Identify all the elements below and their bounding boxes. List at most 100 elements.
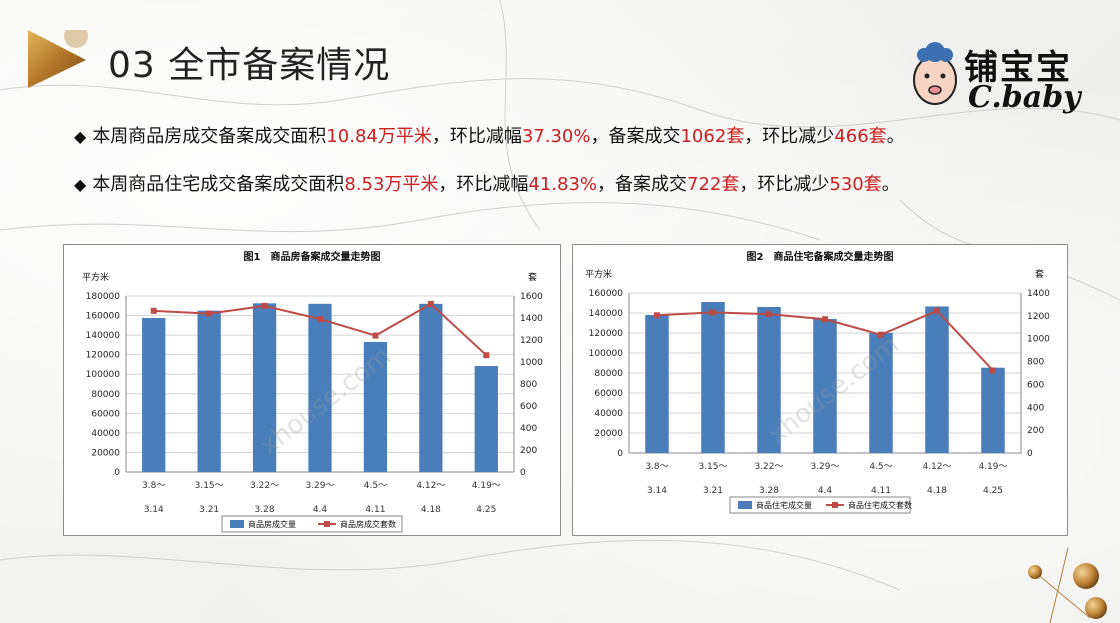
x-tick-label: 4.4 [818, 486, 833, 496]
bar [645, 315, 669, 453]
y2-tick-label: 1000 [1027, 335, 1050, 345]
y-tick-label: 40000 [91, 429, 120, 439]
y2-tick-label: 0 [520, 468, 526, 478]
bullet-value: 1062套 [680, 126, 745, 147]
legend-swatch-bar [738, 501, 752, 509]
line-point [654, 312, 660, 319]
bar [308, 303, 332, 472]
corner-triangle-icon [28, 30, 88, 88]
y-tick-label: 100000 [589, 349, 624, 359]
x-tick-label: 4.12～ [922, 462, 951, 472]
summary-bullet-1: ◆ 本周商品房成交备案成交面积10.84万平米，环比减幅37.30%，备案成交10… [74, 124, 905, 172]
bullet-text: ，环比减少 [744, 126, 835, 147]
y2-tick-label: 600 [1027, 380, 1044, 390]
diamond-bullet-icon: ◆ [74, 127, 87, 146]
bullet-text: ，环比减少 [739, 174, 830, 195]
y-tick-label: 140000 [589, 309, 624, 319]
line-point [150, 307, 157, 314]
y2-tick-label: 800 [520, 380, 537, 390]
x-tick-label: 4.18 [421, 505, 441, 515]
y-tick-label: 160000 [86, 312, 121, 322]
x-tick-label: 4.11 [871, 486, 891, 496]
y2-tick-label: 1200 [1027, 312, 1050, 322]
bar [813, 319, 837, 453]
bar [701, 302, 725, 453]
legend-label: 商品房成交套数 [340, 519, 396, 529]
line-point [483, 352, 490, 359]
legend-swatch-bar [230, 520, 244, 528]
bar [363, 341, 388, 472]
bar [925, 306, 949, 453]
y-tick-label: 0 [114, 468, 120, 478]
y-tick-label: 20000 [594, 429, 623, 439]
summary-bullets: ◆ 本周商品房成交备案成交面积10.84万平米，环比减幅37.30%，备案成交10… [74, 124, 905, 220]
y-tick-label: 100000 [86, 370, 121, 380]
x-tick-label: 3.15～ [195, 481, 224, 491]
y-tick-label: 160000 [589, 289, 624, 299]
brand-name-cn: 铺宝宝 [964, 48, 1072, 88]
y2-axis-label: 套 [528, 271, 537, 283]
diamond-bullet-icon: ◆ [74, 175, 87, 194]
bullet-text: 。 [886, 126, 905, 147]
y2-tick-label: 200 [520, 446, 537, 456]
x-tick-label: 3.28 [759, 486, 779, 496]
chart-card-2: 图2 商品住宅备案成交量走势图 平方米 套 0 20000 40000 60000 80000… [572, 244, 1068, 536]
bullet-text: 本周商品房成交备案成交面积 [92, 126, 327, 147]
bar [419, 303, 443, 472]
legend-label: 商品住宅成交套数 [848, 500, 912, 510]
legend-swatch-point [832, 502, 838, 508]
bullet-text: ，环比减幅 [431, 126, 522, 147]
line-point [934, 307, 940, 314]
page-title: 03 全市备案情况 [108, 45, 391, 86]
bullet-text: 。 [881, 174, 900, 195]
y-tick-label: 20000 [91, 448, 120, 458]
y2-tick-label: 800 [1027, 358, 1044, 368]
y-tick-label: 180000 [86, 292, 121, 302]
y-tick-label: 60000 [91, 409, 120, 419]
brand-name-en: C.baby [968, 80, 1081, 115]
y2-tick-label: 1400 [1027, 289, 1050, 299]
line-point [878, 331, 884, 338]
y-tick-label: 120000 [589, 329, 624, 339]
x-tick-label: 3.22～ [754, 462, 783, 472]
summary-bullet-2: ◆ 本周商品住宅成交备案成交面积8.53万平米，环比减幅41.83%，备案成交72… [74, 172, 905, 220]
y-tick-label: 120000 [86, 351, 121, 361]
y2-tick-label: 0 [1027, 449, 1033, 459]
bullet-text: ，备案成交 [597, 174, 688, 195]
y-tick-label: 0 [617, 449, 623, 459]
x-tick-label: 3.8～ [142, 481, 165, 491]
gold-spheres-decoration [1028, 548, 1107, 623]
x-tick-label: 3.22～ [250, 481, 279, 491]
x-tick-label: 3.21 [703, 486, 723, 496]
x-tick-label: 4.25 [983, 486, 1003, 496]
y2-tick-label: 1600 [520, 292, 543, 302]
legend-box [729, 496, 911, 514]
x-tick-label: 3.21 [199, 505, 219, 515]
bar [869, 333, 893, 453]
x-tick-label: 4.5～ [364, 481, 387, 491]
bar [474, 366, 498, 472]
y2-tick-label: 1400 [520, 314, 543, 324]
line-point [990, 367, 996, 374]
line-point [206, 310, 213, 317]
x-tick-label: 3.8～ [645, 462, 668, 472]
x-tick-label: 4.4 [313, 505, 328, 515]
chart-title: 图2 商品住宅备案成交量走势图 [747, 250, 894, 263]
bullet-value: 466套 [834, 126, 887, 147]
bullet-value: 722套 [687, 174, 740, 195]
bullet-value: 530套 [829, 174, 882, 195]
line-point [766, 311, 772, 318]
chart-title: 图1 商品房备案成交量走势图 [244, 250, 381, 263]
bar [981, 367, 1005, 453]
line-point [317, 316, 323, 323]
line-point [427, 300, 434, 307]
x-tick-label: 4.19～ [472, 481, 501, 491]
bullet-value: 8.53万平米 [344, 174, 439, 195]
x-tick-label: 3.14 [647, 486, 667, 496]
brand-logo: 铺宝宝 C.baby [910, 36, 1081, 116]
y-tick-label: 140000 [86, 331, 121, 341]
x-tick-label: 3.29～ [810, 462, 839, 472]
y2-tick-label: 200 [1027, 426, 1044, 436]
